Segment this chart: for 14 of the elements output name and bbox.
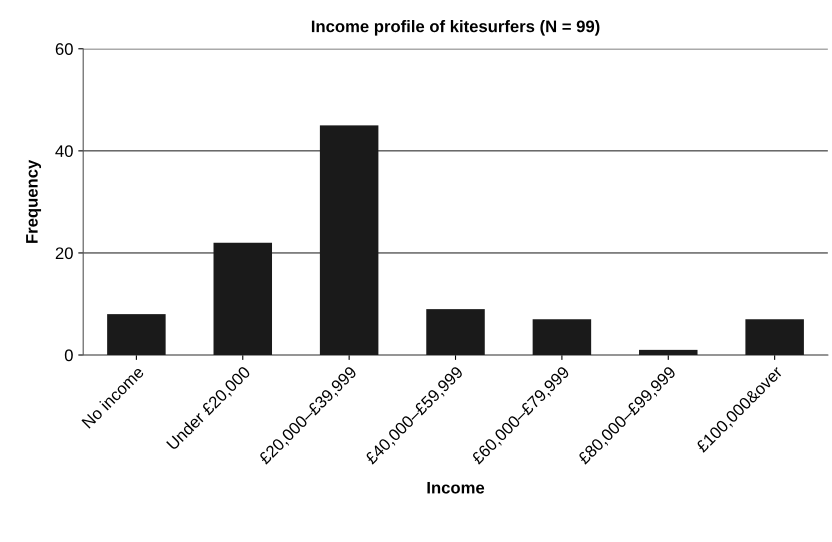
- bar: [639, 350, 698, 356]
- chart-title: Income profile of kitesurfers (N = 99): [312, 20, 600, 36]
- bar: [320, 125, 378, 356]
- bar: [107, 314, 166, 356]
- y-axis-title: Frequency: [26, 160, 42, 243]
- bar: [745, 319, 804, 356]
- x-axis-title: Income: [427, 482, 484, 494]
- y-tick-label: 40: [55, 145, 73, 158]
- bar: [426, 309, 485, 356]
- bar: [214, 242, 272, 356]
- bar: [532, 319, 592, 356]
- y-tick-label: 0: [64, 349, 73, 362]
- y-tick-label: 60: [56, 43, 73, 55]
- y-tick-label: 20: [56, 247, 73, 260]
